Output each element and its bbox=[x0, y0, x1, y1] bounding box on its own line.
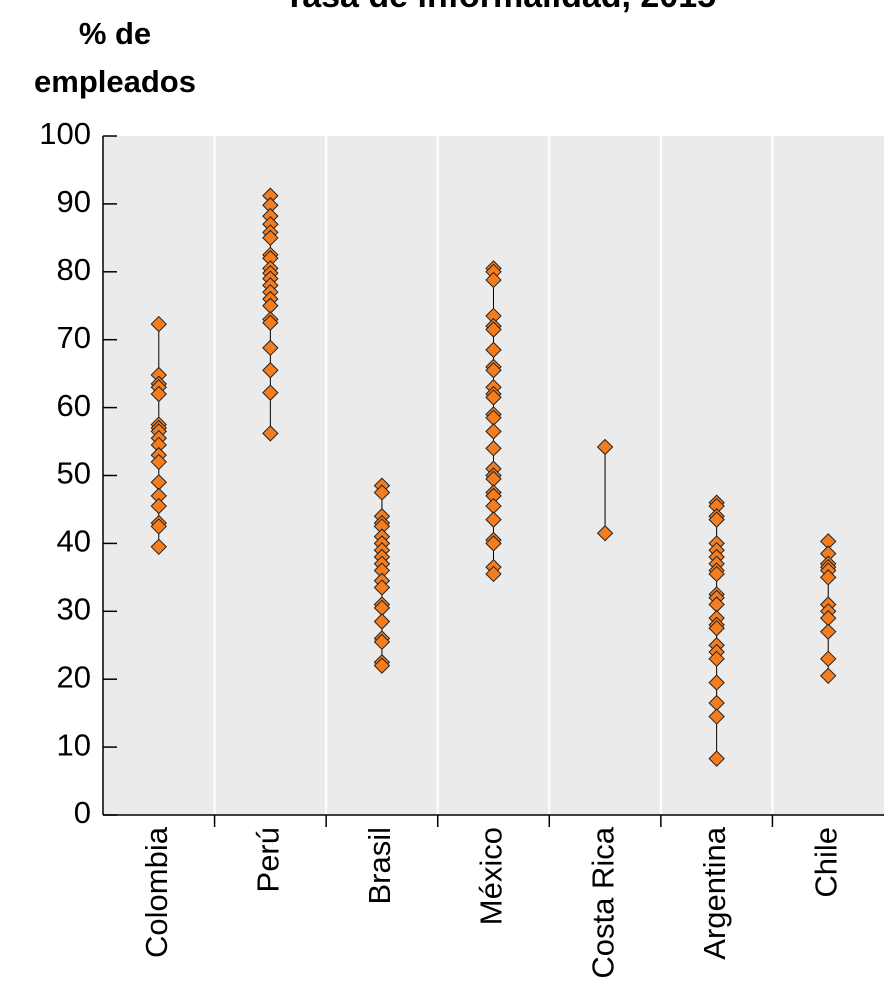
point bbox=[485, 341, 502, 359]
point bbox=[708, 511, 725, 528]
point bbox=[596, 438, 614, 456]
point bbox=[150, 453, 167, 471]
point bbox=[373, 613, 391, 630]
x-tick-label: Perú bbox=[251, 827, 286, 892]
point bbox=[150, 385, 167, 403]
point bbox=[708, 620, 725, 637]
y-tick-label: 40 bbox=[57, 524, 91, 559]
point bbox=[262, 339, 279, 357]
point bbox=[262, 425, 279, 442]
point bbox=[373, 579, 391, 596]
point bbox=[373, 484, 391, 501]
y-tick-label: 10 bbox=[57, 727, 91, 762]
point bbox=[262, 229, 279, 247]
point bbox=[485, 440, 502, 457]
point bbox=[708, 650, 725, 668]
point bbox=[150, 497, 167, 515]
x-tick-label: Colombia bbox=[139, 826, 174, 958]
y-tick-label: 30 bbox=[57, 591, 91, 626]
y-tick-label: 60 bbox=[57, 388, 91, 423]
point bbox=[485, 389, 502, 406]
x-tick-label: Brasil bbox=[362, 827, 397, 905]
point bbox=[485, 362, 502, 379]
point bbox=[485, 535, 502, 552]
x-tick-label: Argentina bbox=[697, 826, 732, 959]
point bbox=[150, 315, 167, 333]
point bbox=[485, 511, 502, 528]
y-tick-label: 90 bbox=[57, 184, 91, 219]
point bbox=[820, 667, 837, 685]
point bbox=[708, 565, 725, 583]
point bbox=[708, 708, 725, 725]
point bbox=[820, 569, 837, 586]
point bbox=[820, 623, 837, 640]
point bbox=[485, 271, 502, 289]
point bbox=[262, 362, 279, 379]
point bbox=[373, 633, 391, 651]
x-tick-label: Costa Rica bbox=[585, 826, 620, 978]
point bbox=[596, 525, 614, 542]
point bbox=[262, 384, 279, 401]
point bbox=[485, 565, 502, 583]
point bbox=[820, 650, 837, 668]
y-tick-label: 20 bbox=[57, 659, 91, 694]
x-tick-label: Chile bbox=[808, 827, 843, 898]
point bbox=[373, 657, 391, 674]
point bbox=[485, 321, 502, 338]
y-tick-label: 50 bbox=[57, 456, 91, 491]
y-tick-label: 0 bbox=[74, 795, 91, 830]
point bbox=[708, 750, 725, 767]
chart-title: Tasa de informalidad, 2015 bbox=[284, 0, 716, 15]
y-tick-label: 70 bbox=[57, 320, 91, 355]
y-tick-label: 80 bbox=[57, 252, 91, 287]
x-tick-label: México bbox=[474, 827, 509, 925]
y-axis-label: % de bbox=[79, 16, 151, 51]
y-tick-label: 100 bbox=[39, 116, 91, 151]
point bbox=[485, 423, 502, 440]
point bbox=[150, 518, 167, 535]
point bbox=[262, 314, 279, 331]
y-axis-label: empleados bbox=[34, 64, 196, 99]
point bbox=[150, 538, 167, 556]
point bbox=[708, 674, 725, 691]
